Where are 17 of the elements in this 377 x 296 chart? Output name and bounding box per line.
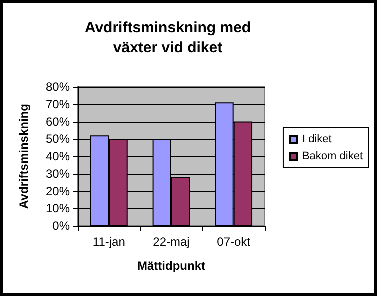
- y-tick-label: 20%: [46, 184, 70, 198]
- x-tick-label: 11-jan: [92, 235, 126, 249]
- y-tick-label: 10%: [46, 202, 70, 216]
- legend-label: I diket: [302, 134, 332, 146]
- x-tick-label: 22-maj: [153, 235, 190, 249]
- y-tick-label: 60%: [46, 114, 70, 129]
- y-tick-label: 80%: [46, 80, 70, 94]
- legend-label: Bakom diket: [302, 150, 364, 162]
- y-tick-label: 40%: [46, 150, 70, 164]
- x-axis-title: Mättidpunkt: [138, 259, 206, 273]
- y-tick-label: 0%: [52, 219, 70, 233]
- y-tick-label: 30%: [46, 166, 70, 181]
- y-tick-label: 70%: [46, 97, 70, 112]
- chart-title: Avdriftsminskning med växter vid diket: [84, 20, 252, 56]
- y-axis-title: Avdriftsminskning: [17, 104, 31, 209]
- y-tick-label: 50%: [46, 132, 70, 146]
- x-tick-label: 07-okt: [217, 235, 252, 249]
